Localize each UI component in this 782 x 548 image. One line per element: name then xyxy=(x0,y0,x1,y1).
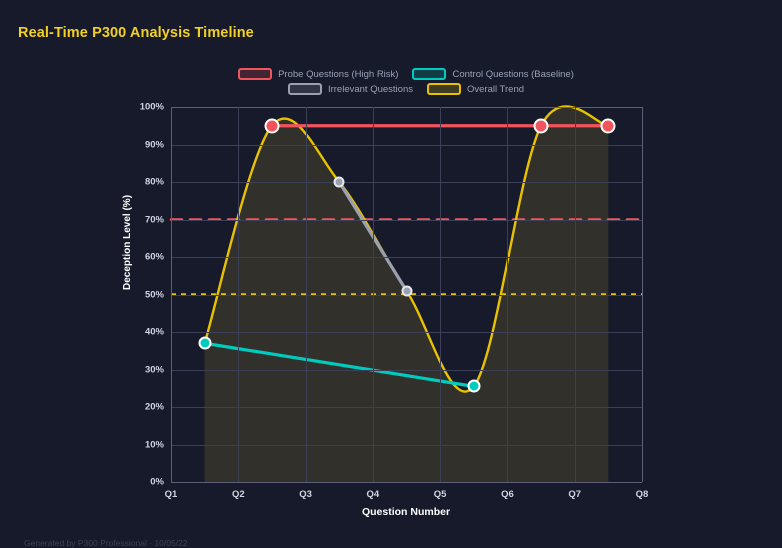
data-point-probe-questions-high-risk[interactable] xyxy=(264,118,280,134)
legend-trend[interactable]: Overall Trend xyxy=(426,83,525,95)
x-tick-label: Q3 xyxy=(299,489,312,500)
gridline-y-70 xyxy=(171,219,642,221)
gridline-y-60 xyxy=(171,257,642,258)
y-tick-label: 60% xyxy=(144,251,164,263)
legend-probe[interactable]: Probe Questions (High Risk) xyxy=(238,68,398,80)
gridline-y-100 xyxy=(171,107,642,108)
data-point-irrelevant-questions[interactable] xyxy=(333,176,345,188)
y-tick-label: 10% xyxy=(144,439,164,450)
gridline-y-40 xyxy=(171,332,642,333)
legend-irrelevant-swatch-icon xyxy=(287,83,322,95)
page-title: Real-Time P300 Analysis Timeline xyxy=(18,25,254,41)
legend-control[interactable]: Control Questions (Baseline) xyxy=(412,68,574,80)
y-tick-label: 50% xyxy=(144,289,164,300)
legend-trend-label: Overall Trend xyxy=(466,83,525,95)
series-line-control-questions-baseline xyxy=(203,341,476,388)
data-point-control-questions-baseline[interactable] xyxy=(467,379,481,393)
gridline-x-3 xyxy=(305,107,307,482)
data-point-probe-questions-high-risk[interactable] xyxy=(600,118,616,134)
gridline-y-20 xyxy=(171,407,642,408)
gridline-y-80 xyxy=(171,182,642,183)
plot-area: 0% 10% 20% 30% 40% 50% 60% 70% 80% 90% 100% Q1 Q2 Q3 Q… xyxy=(140,102,649,501)
data-point-irrelevant-questions[interactable] xyxy=(401,285,412,297)
gridline-x-4 xyxy=(372,107,374,482)
y-tick-label: 100% xyxy=(139,101,164,113)
x-tick-label: Q4 xyxy=(366,489,380,500)
gridline-x-6 xyxy=(507,107,509,482)
y-tick-label: 90% xyxy=(144,139,164,150)
gridline-y-10 xyxy=(171,444,642,446)
gridline-y-90 xyxy=(171,144,642,146)
data-point-probe-questions-high-risk[interactable] xyxy=(533,118,549,134)
y-tick-label: 40% xyxy=(144,326,164,338)
legend-probe-swatch-icon xyxy=(238,68,273,80)
x-axis-label: Question Number xyxy=(361,506,451,518)
legend-trend-swatch-icon xyxy=(426,83,461,95)
x-tick-label: Q6 xyxy=(501,489,514,500)
x-tick-label: Q2 xyxy=(231,489,245,500)
gridline-y-30 xyxy=(171,369,642,371)
chart-legend: Probe Questions (High Risk) Control Quest… xyxy=(171,68,641,95)
y-tick-label: 30% xyxy=(144,364,164,375)
gridline-x-5 xyxy=(440,107,442,482)
legend-control-swatch-icon xyxy=(412,68,447,80)
gridline-x-2 xyxy=(238,107,240,482)
footer-caption: Generated by P300 Professional · 10/05/2… xyxy=(24,538,188,548)
y-tick-label: 0% xyxy=(150,476,164,488)
gridline-y-0 xyxy=(171,482,642,483)
y-axis-label: Deception Level (%) xyxy=(122,194,133,290)
x-tick-label: Q7 xyxy=(568,489,582,500)
gridline-x-1 xyxy=(171,107,172,482)
y-tick-label: 70% xyxy=(144,214,164,225)
x-tick-label: Q5 xyxy=(433,489,447,500)
x-tick-label: Q1 xyxy=(164,489,178,500)
legend-irrelevant[interactable]: Irrelevant Questions xyxy=(287,83,413,95)
gridline-x-7 xyxy=(574,107,576,482)
y-tick-label: 80% xyxy=(144,176,164,188)
data-point-control-questions-baseline[interactable] xyxy=(198,336,212,350)
legend-probe-label: Probe Questions (High Risk) xyxy=(278,68,399,80)
legend-control-label: Control Questions (Baseline) xyxy=(452,68,574,80)
y-tick-label: 20% xyxy=(144,401,164,413)
gridline-x-8 xyxy=(642,107,643,482)
legend-irrelevant-label: Irrelevant Questions xyxy=(327,83,413,95)
x-tick-label: Q8 xyxy=(635,489,649,500)
